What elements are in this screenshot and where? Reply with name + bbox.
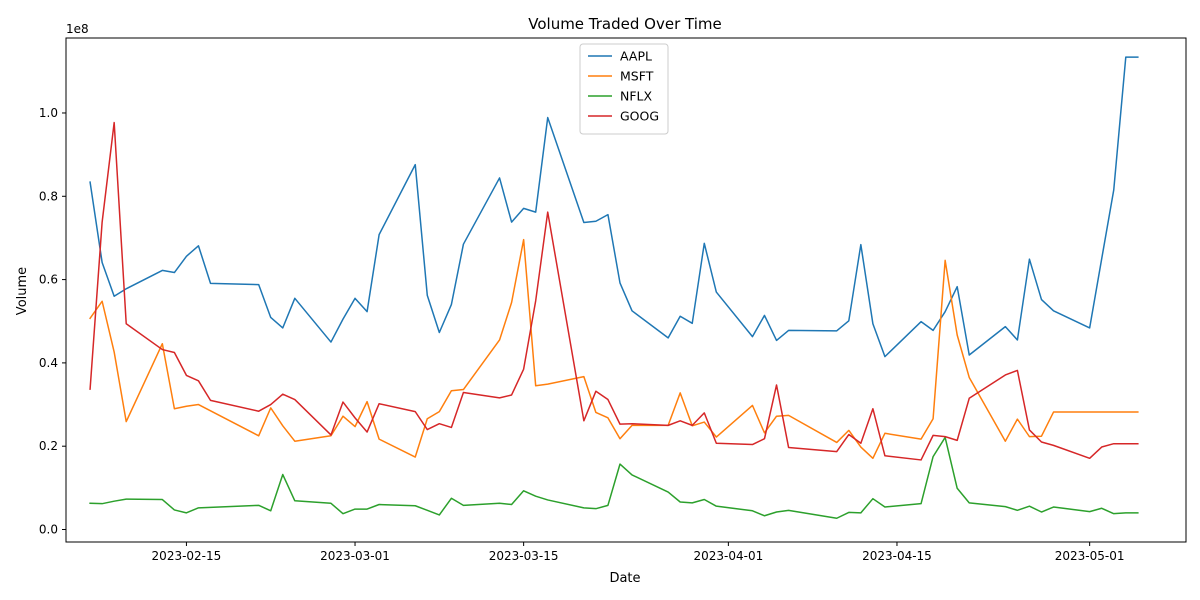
legend-box	[579, 43, 669, 135]
y-tick-label: 0.6	[39, 273, 58, 287]
legend-label-msft: MSFT	[620, 69, 654, 84]
y-axis-multiplier: 1e8	[66, 22, 89, 36]
axis-ticks: 2023-02-15 2023-03-01 2023-03-15 2023-04-01…	[39, 106, 1125, 563]
y-tick-label: 0.0	[39, 523, 58, 537]
chart-title: Volume Traded Over Time	[528, 15, 721, 33]
y-tick-label: 0.4	[39, 356, 58, 370]
y-tick-label: 0.8	[39, 189, 58, 203]
x-axis-label: Date	[609, 571, 640, 586]
series-line-aapl	[89, 56, 1139, 358]
x-tick-label: 2023-05-01	[1055, 549, 1125, 563]
series-line-msft	[89, 238, 1139, 460]
series-line-goog	[89, 121, 1139, 461]
y-tick-label: 1.0	[39, 106, 58, 120]
y-axis-label: Volume	[15, 267, 30, 315]
legend-label-aapl: AAPL	[620, 49, 652, 64]
x-tick-label: 2023-03-15	[489, 549, 559, 563]
series-line-nflx	[89, 436, 1139, 520]
plot-frame	[65, 37, 1187, 543]
x-tick-label: 2023-04-01	[693, 549, 763, 563]
x-tick-label: 2023-03-01	[320, 549, 390, 563]
x-tick-label: 2023-04-15	[862, 549, 932, 563]
legend: AAPL MSFT NFLX GOOG	[579, 43, 669, 135]
series-layer	[89, 56, 1139, 520]
y-tick-label: 0.2	[39, 439, 58, 453]
legend-label-goog: GOOG	[620, 109, 659, 124]
x-tick-label: 2023-02-15	[152, 549, 222, 563]
legend-label-nflx: NFLX	[620, 89, 653, 104]
